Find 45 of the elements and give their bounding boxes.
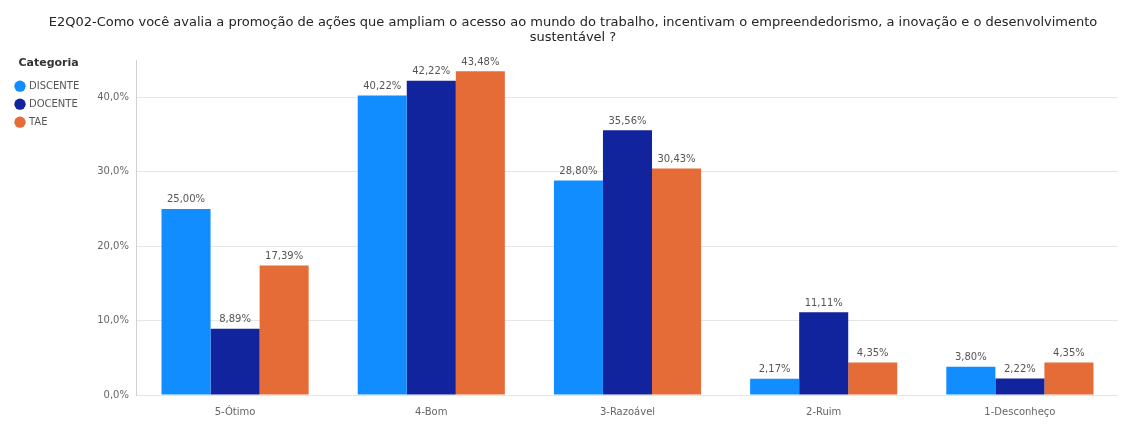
x-tick-label: 5-Ótimo [214, 404, 256, 417]
bar [602, 130, 653, 395]
x-tick-label: 3-Razoável [599, 405, 656, 417]
data-label: 42,22% [412, 65, 451, 77]
data-label: 43,48% [461, 55, 500, 67]
legend-label: DOCENTE [29, 97, 78, 109]
bar [995, 378, 1045, 395]
data-label: 11,11% [804, 296, 843, 308]
bar [652, 168, 702, 395]
legend-title: Categoria [18, 56, 79, 70]
y-tick-label: 30,0% [97, 165, 129, 177]
chart-title: E2Q02-Como você avalia a promoção de ações que ampliam o acesso ao mundo do trabalho, incentivam o empreendedorismo, a inovação e o desenvolvimento sustentável ? [47, 13, 1099, 46]
data-label: 17,39% [265, 250, 304, 262]
data-label: 2,17% [758, 363, 791, 375]
x-tick-label: 2-Ruim [806, 405, 842, 417]
y-tick-label: 0,0% [103, 388, 129, 400]
legend-label: TAE [28, 115, 48, 127]
bar [848, 362, 898, 395]
bar [750, 378, 800, 395]
bar [161, 208, 211, 395]
y-tick-label: 10,0% [97, 314, 129, 326]
legend-label: DISCENTE [29, 79, 80, 91]
bar [210, 328, 260, 395]
bar [455, 71, 505, 395]
bar [553, 180, 603, 395]
data-label: 35,56% [608, 114, 647, 126]
bar [799, 312, 849, 395]
y-tick-label: 40,0% [97, 90, 129, 102]
y-tick-label: 20,0% [97, 239, 129, 251]
data-label: 40,22% [363, 80, 402, 92]
bar [259, 265, 309, 395]
data-label: 4,35% [1053, 347, 1085, 359]
data-label: 28,80% [559, 165, 598, 177]
data-label: 2,22% [1004, 363, 1036, 375]
data-label: 3,80% [954, 351, 987, 363]
bar [357, 95, 407, 395]
data-label: 8,89% [219, 313, 251, 325]
bar [946, 366, 996, 395]
data-label: 25,00% [166, 193, 206, 205]
data-label: 4,35% [856, 347, 889, 359]
bar [406, 80, 456, 395]
data-label: 30,43% [657, 153, 696, 165]
bar [1044, 362, 1094, 395]
x-tick-label: 4-Bom [415, 405, 448, 417]
x-tick-label: 1-Desconheço [984, 405, 1056, 417]
